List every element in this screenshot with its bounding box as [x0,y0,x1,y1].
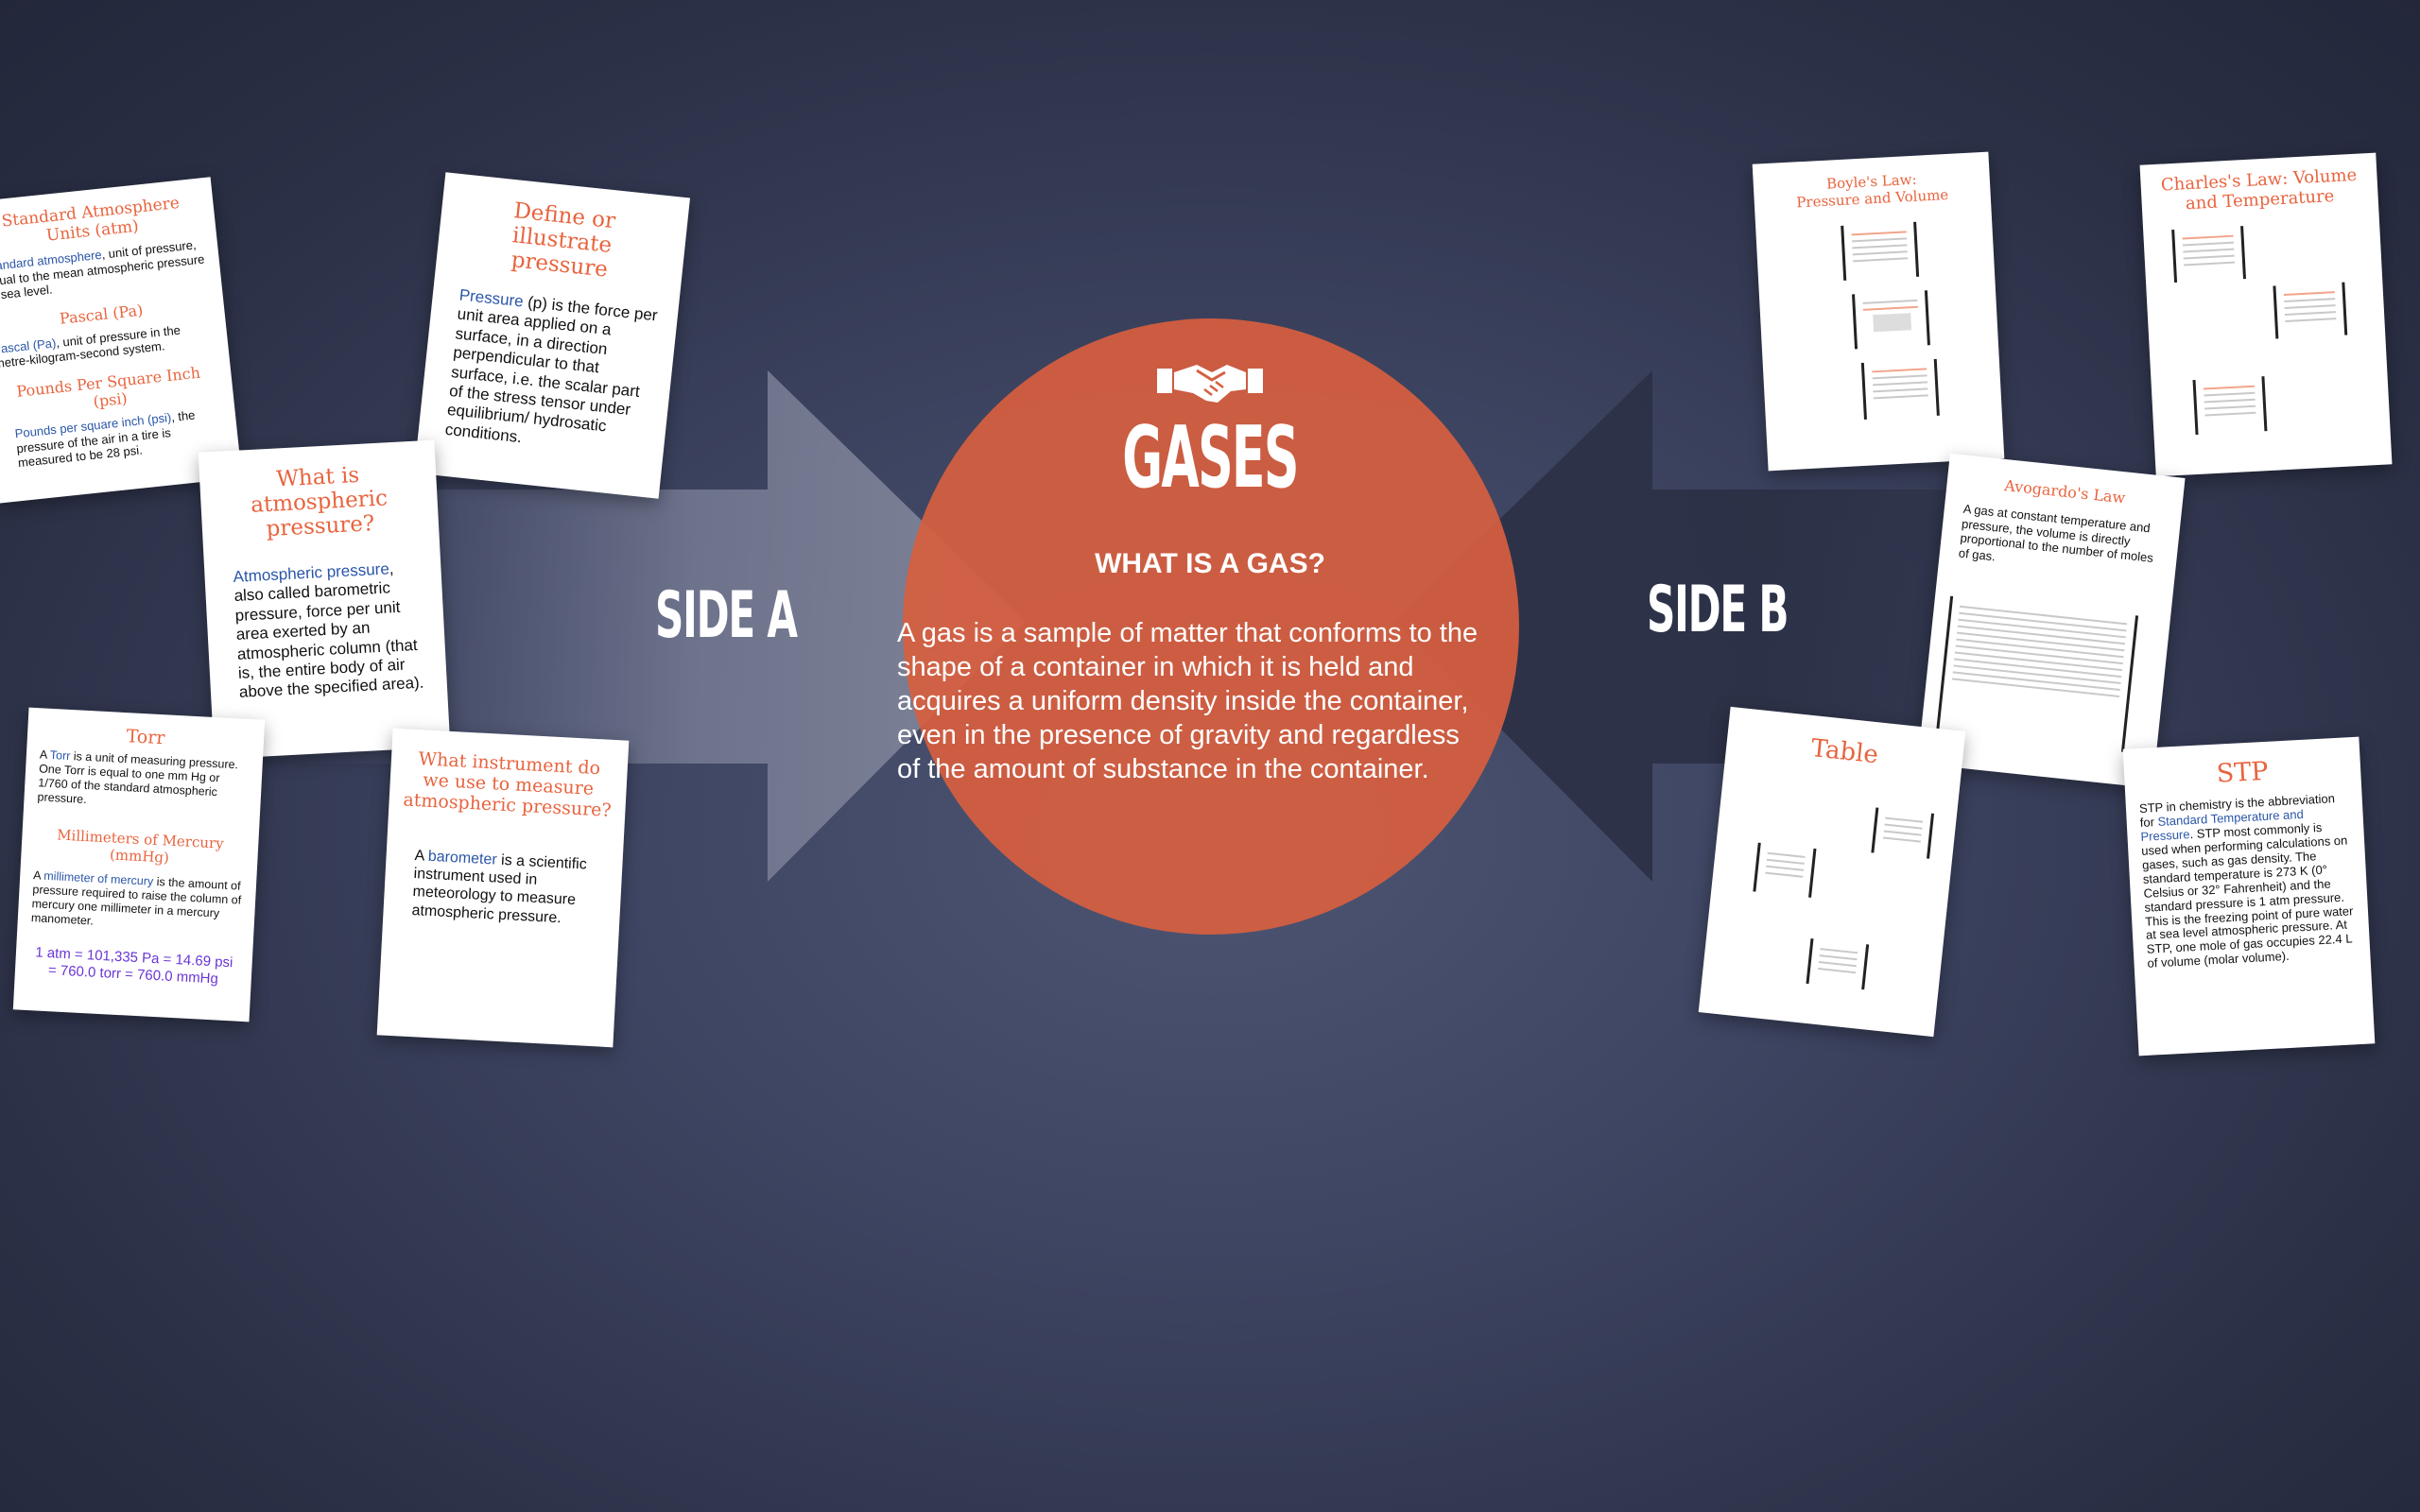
torr-title: Torr [126,726,166,749]
side-b-label[interactable]: SIDE B [1647,573,1789,647]
center-circle[interactable] [903,318,1519,935]
boyle-thumb-3 [1860,358,1940,420]
atmospheric-pressure-card[interactable]: What is atmospheric pressure? Atmospheri… [198,439,451,760]
mmhg-title: Millimeters of Mercury (mmHg) [56,826,225,867]
table-thumb-3 [1806,938,1870,990]
stp-title: STP [2216,756,2270,789]
instrument-text-a: A [414,848,429,865]
boyles-law-title: Boyle's Law: Pressure and Volume [1795,170,1949,212]
define-pressure-title: Define or illustrate pressure [510,198,617,283]
boyles-law-card[interactable]: Boyle's Law: Pressure and Volume [1752,151,2005,472]
torr-link[interactable]: Torr [49,747,71,764]
table-card[interactable]: Table [1698,706,1966,1038]
description-line: even in the presence of gravity and rega… [897,720,1460,750]
charles-thumb-3 [2192,376,2268,436]
atmospheric-pressure-title: What is atmospheric pressure? [250,462,389,542]
gas-description: A gas is a sample of matter that conform… [897,616,1540,786]
description-line: of the amount of substance in the contai… [897,754,1429,784]
conversion-formula: 1 atm = 101,335 Pa = 14.69 psi = 760.0 t… [34,944,233,988]
boyle-thumb-2 [1852,290,1930,350]
barometer-link[interactable]: barometer [427,848,498,868]
description-line: shape of a container in which it is held… [897,652,1414,682]
avogadro-law-text: A gas at constant temperature and pressu… [1958,501,2154,566]
description-line: A gas is a sample of matter that conform… [897,618,1478,648]
instrument-card[interactable]: What instrument do we use to measure atm… [376,728,630,1048]
table-thumb-1 [1871,807,1935,859]
question-heading: WHAT IS A GAS? [1095,548,1325,579]
charles-law-card[interactable]: Charles's Law: Volume and Temperature [2139,152,2393,477]
side-a-label[interactable]: SIDE A [655,578,798,653]
torr-card[interactable]: Torr A Torr is a unit of measuring press… [12,707,266,1022]
stp-card[interactable]: STP STP in chemistry is the abbreviation… [2122,736,2376,1057]
charles-thumb-2 [2273,282,2348,339]
avogadro-formula-box [1936,595,2139,752]
define-pressure-text: (p) is the force per unit area applied o… [444,292,659,446]
torr-text-a: A [39,747,51,762]
handshake-icon [1157,365,1263,403]
table-thumb-2 [1753,842,1817,898]
define-pressure-card[interactable]: Define or illustrate pressure Pressure (… [413,172,691,499]
stp-text-b: . STP most commonly is used when perform… [2140,819,2354,971]
atm-text: , unit of pressure, equal to the mean at… [0,237,206,303]
main-title: GASES [1122,408,1299,507]
table-title: Table [1809,734,1880,770]
boyle-thumb-1 [1841,221,1920,281]
description-line: acquires a uniform density inside the co… [897,686,1469,716]
charles-thumb-1 [2171,226,2246,284]
instrument-title: What instrument do we use to measure atm… [402,748,613,821]
charles-law-title: Charles's Law: Volume and Temperature [2160,164,2358,215]
